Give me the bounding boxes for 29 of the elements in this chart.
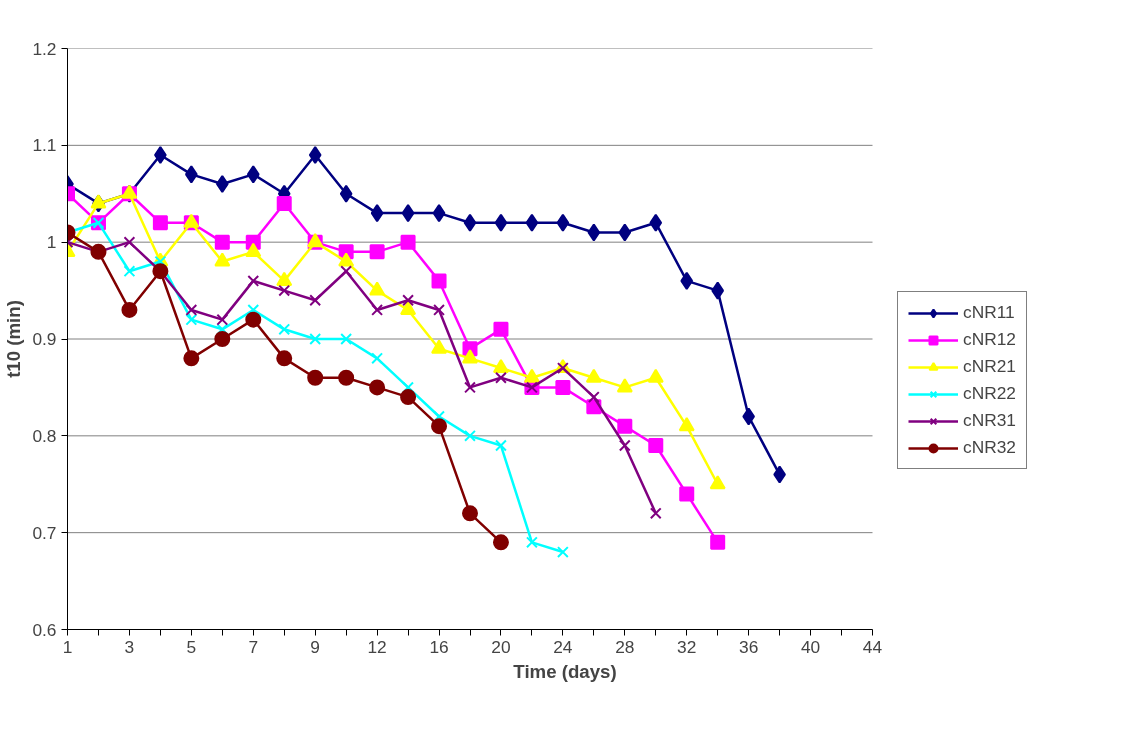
y-axis-title: t10 (min) (3, 300, 25, 378)
y-tick-label: 1.2 (32, 38, 57, 59)
x-tick-label: 36 (739, 636, 759, 657)
y-tick-label: 1.1 (32, 135, 57, 156)
x-tick-label: 7 (248, 636, 259, 657)
x-axis-title: Time (days) (513, 660, 617, 682)
x-tick-label: 12 (367, 636, 387, 657)
x-tick-label: 1 (62, 636, 73, 657)
y-tick-label: 1 (46, 232, 57, 253)
legend-label: cNR31 (963, 410, 1016, 431)
x-tick-label: 3 (124, 636, 135, 657)
x-tick-label: 16 (429, 636, 449, 657)
legend-label: cNR11 (963, 302, 1015, 323)
x-tick-label: 5 (186, 636, 197, 657)
x-tick-label: 20 (491, 636, 511, 657)
legend-label: cNR12 (963, 329, 1016, 350)
x-tick-label: 28 (615, 636, 635, 657)
x-tick-label: 40 (800, 636, 821, 657)
legend-label: cNR32 (963, 437, 1016, 458)
y-tick-label: 0.7 (32, 522, 57, 543)
y-tick-label: 0.6 (32, 619, 57, 640)
x-tick-label: 32 (677, 636, 697, 657)
legend-label: cNR21 (963, 356, 1016, 377)
y-tick-label: 0.8 (32, 425, 57, 446)
legend-label: cNR22 (963, 383, 1016, 404)
x-tick-label: 9 (310, 636, 321, 657)
y-tick-label: 0.9 (32, 329, 57, 349)
x-tick-label: 24 (553, 636, 573, 657)
x-tick-label: 44 (862, 636, 883, 657)
